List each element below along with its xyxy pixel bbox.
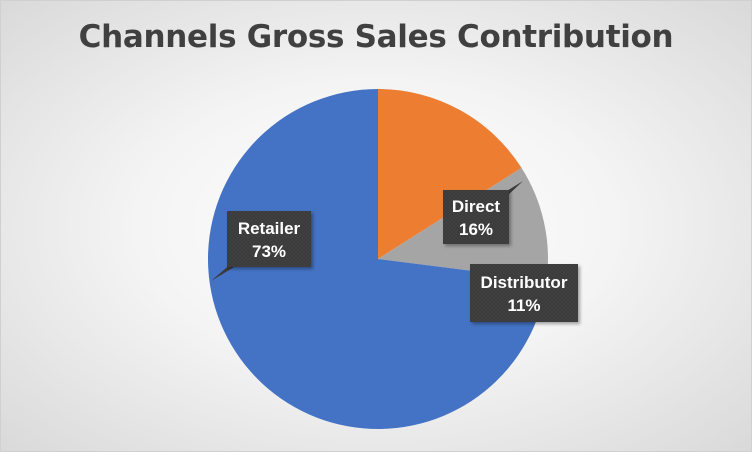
data-label-direct: Direct 16% [443,181,523,244]
slice-value-label: 11% [507,296,540,315]
slice-label: Direct [452,197,501,216]
callout-box [227,211,311,267]
pie-slice-direct [378,89,522,259]
data-label-retailer: Retailer 73% [211,211,311,281]
slice-label: Distributor [481,273,568,292]
slice-value-label: 73% [252,242,286,261]
slice-label: Retailer [238,219,301,238]
pie-slice-retailer [207,89,547,429]
callout-box [470,264,578,322]
data-label-distributor: Distributor 11% [470,264,578,322]
chart-title: Channels Gross Sales Contribution [78,19,674,55]
callout-box [443,190,509,244]
slice-value-label: 16% [459,220,493,239]
